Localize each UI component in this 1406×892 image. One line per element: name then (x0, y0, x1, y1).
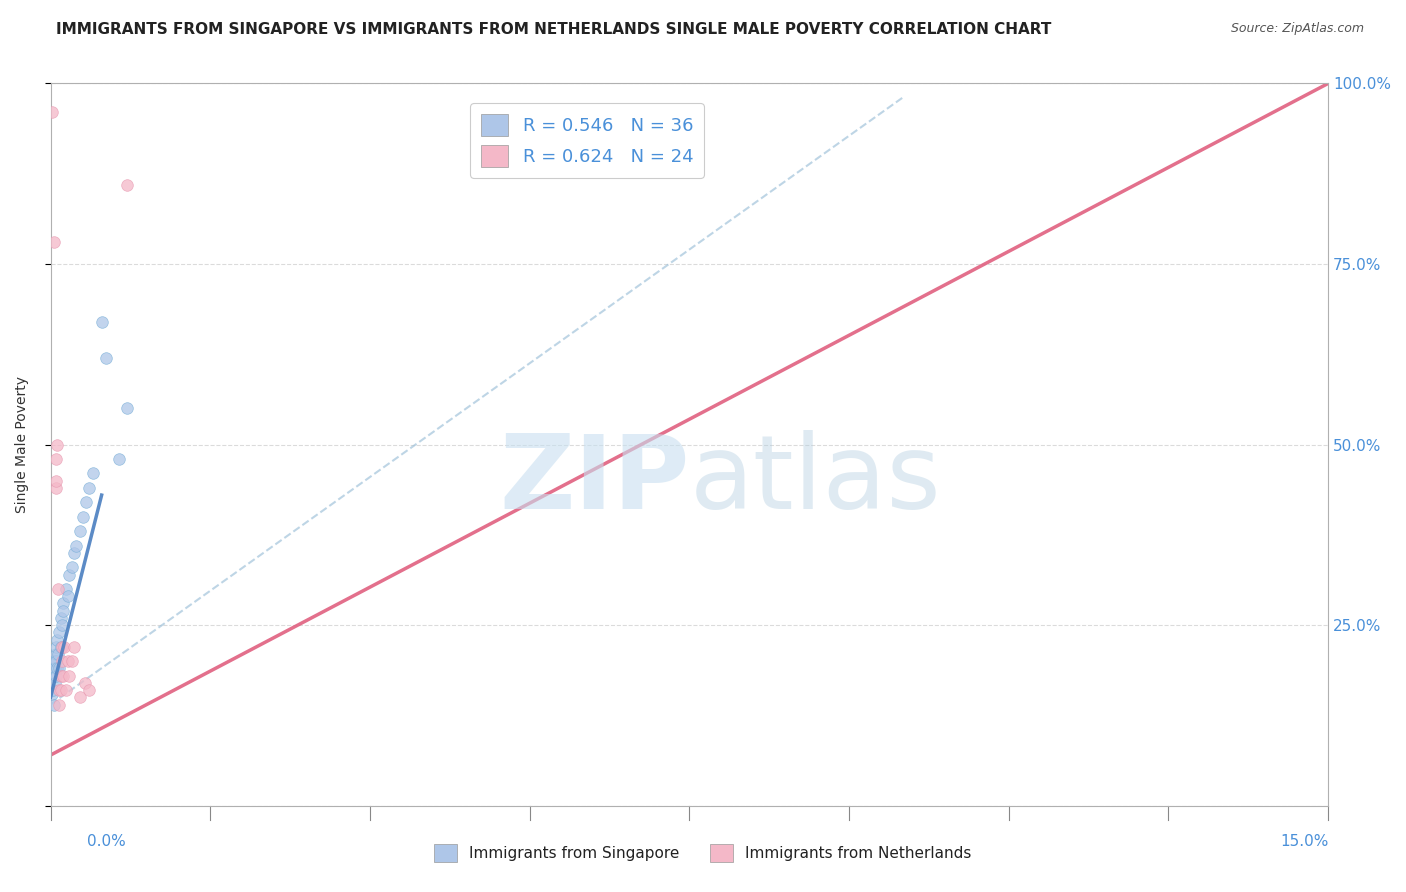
Point (56, 654, 79, 668)
Point (51, 640, 73, 654)
Point (48, 683, 70, 698)
Point (52, 596, 75, 610)
Point (53, 640, 76, 654)
Point (45, 668, 67, 682)
Point (48, 698, 70, 712)
Point (69, 524, 91, 539)
Text: 0.0%: 0.0% (87, 834, 127, 849)
Point (82, 467, 104, 481)
Point (107, 452, 129, 467)
Point (48, 661, 70, 675)
Point (42, 698, 65, 712)
Point (115, 178, 138, 192)
Point (56, 589, 79, 603)
Point (46, 632, 69, 647)
Point (44, 661, 66, 675)
Point (77, 683, 100, 698)
Point (115, 401, 138, 416)
Point (63, 640, 86, 654)
Text: 15.0%: 15.0% (1281, 834, 1329, 849)
Point (48, 625, 70, 640)
Point (42, 654, 65, 668)
Point (41, 105, 63, 120)
Legend: R = 0.546   N = 36, R = 0.624   N = 24: R = 0.546 N = 36, R = 0.624 N = 24 (470, 103, 704, 178)
Point (46, 437, 69, 451)
Point (49, 668, 72, 682)
Point (45, 640, 67, 654)
Point (60, 654, 83, 668)
Point (52, 604, 75, 618)
Legend: Immigrants from Singapore, Immigrants from Netherlands: Immigrants from Singapore, Immigrants fr… (427, 838, 979, 868)
Point (69, 690, 91, 705)
Point (49, 640, 72, 654)
Point (42, 683, 65, 698)
Text: Source: ZipAtlas.com: Source: ZipAtlas.com (1230, 22, 1364, 36)
Point (55, 582, 77, 596)
Point (72, 509, 94, 524)
Point (75, 495, 97, 509)
Point (60, 560, 83, 574)
Point (51, 654, 73, 668)
Point (49, 611, 72, 625)
Point (45, 647, 67, 661)
Point (94, 351, 117, 365)
Point (42, 668, 65, 682)
Point (65, 539, 87, 553)
Point (73, 676, 96, 690)
Point (63, 546, 86, 560)
Point (46, 661, 69, 675)
Point (58, 567, 80, 582)
Point (45, 654, 67, 668)
Point (77, 481, 100, 495)
Point (46, 582, 69, 596)
Point (90, 315, 112, 329)
Point (45, 474, 67, 488)
Point (51, 618, 73, 632)
Y-axis label: Single Male Poverty: Single Male Poverty (15, 376, 30, 513)
Point (44, 676, 66, 690)
Point (42, 235, 65, 250)
Point (52, 668, 75, 682)
Point (41, 687, 63, 701)
Point (45, 452, 67, 467)
Point (45, 481, 67, 495)
Text: IMMIGRANTS FROM SINGAPORE VS IMMIGRANTS FROM NETHERLANDS SINGLE MALE POVERTY COR: IMMIGRANTS FROM SINGAPORE VS IMMIGRANTS … (56, 22, 1052, 37)
Text: atlas: atlas (689, 430, 941, 531)
Text: ZIP: ZIP (499, 430, 689, 531)
Point (49, 683, 72, 698)
Point (58, 668, 80, 682)
Point (55, 683, 77, 698)
Point (46, 647, 69, 661)
